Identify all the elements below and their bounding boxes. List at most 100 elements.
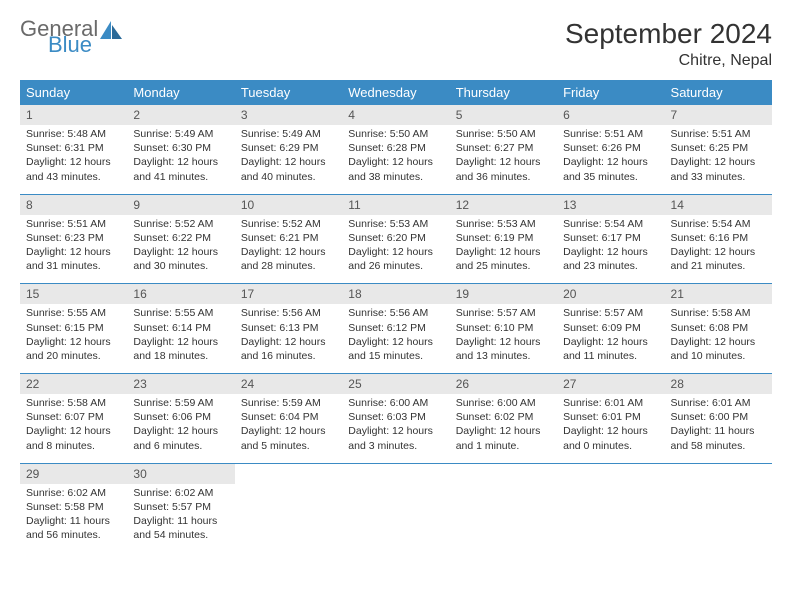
daylight-text-2: and 6 minutes. — [133, 439, 228, 453]
day-cell: Sunrise: 5:53 AMSunset: 6:19 PMDaylight:… — [450, 215, 557, 284]
day-cell — [665, 484, 772, 553]
daylight-text-1: Daylight: 12 hours — [563, 335, 658, 349]
sunset-text: Sunset: 6:10 PM — [456, 321, 551, 335]
daylight-text-2: and 30 minutes. — [133, 259, 228, 273]
daynum-row: 2930 — [20, 463, 772, 484]
sunrise-text: Sunrise: 5:50 AM — [456, 127, 551, 141]
daylight-text-2: and 23 minutes. — [563, 259, 658, 273]
sunset-text: Sunset: 6:08 PM — [671, 321, 766, 335]
daylight-text-1: Daylight: 12 hours — [671, 245, 766, 259]
sunset-text: Sunset: 6:04 PM — [241, 410, 336, 424]
daylight-text-2: and 33 minutes. — [671, 170, 766, 184]
day-number: 8 — [20, 194, 127, 215]
day-number: 29 — [20, 463, 127, 484]
daylight-text-2: and 15 minutes. — [348, 349, 443, 363]
sunrise-text: Sunrise: 6:00 AM — [348, 396, 443, 410]
daylight-text-2: and 26 minutes. — [348, 259, 443, 273]
daylight-text-2: and 1 minute. — [456, 439, 551, 453]
day-number: 4 — [342, 105, 449, 125]
daylight-text-2: and 58 minutes. — [671, 439, 766, 453]
sunrise-text: Sunrise: 5:59 AM — [133, 396, 228, 410]
daylight-text-1: Daylight: 12 hours — [133, 245, 228, 259]
day-number: 1 — [20, 105, 127, 125]
sunset-text: Sunset: 6:30 PM — [133, 141, 228, 155]
sunrise-text: Sunrise: 5:53 AM — [456, 217, 551, 231]
day-cell: Sunrise: 5:52 AMSunset: 6:21 PMDaylight:… — [235, 215, 342, 284]
daylight-text-1: Daylight: 12 hours — [348, 424, 443, 438]
brand-part2: Blue — [48, 34, 122, 56]
sunrise-text: Sunrise: 5:52 AM — [241, 217, 336, 231]
day-cell: Sunrise: 5:57 AMSunset: 6:10 PMDaylight:… — [450, 304, 557, 373]
sunrise-text: Sunrise: 5:56 AM — [241, 306, 336, 320]
sunrise-text: Sunrise: 5:51 AM — [26, 217, 121, 231]
daylight-text-1: Daylight: 12 hours — [563, 424, 658, 438]
day-number: 2 — [127, 105, 234, 125]
daylight-text-1: Daylight: 12 hours — [133, 335, 228, 349]
daylight-text-2: and 41 minutes. — [133, 170, 228, 184]
daylight-text-1: Daylight: 12 hours — [241, 335, 336, 349]
daylight-text-2: and 35 minutes. — [563, 170, 658, 184]
daylight-text-1: Daylight: 12 hours — [348, 335, 443, 349]
sunrise-text: Sunrise: 5:50 AM — [348, 127, 443, 141]
daylight-text-2: and 43 minutes. — [26, 170, 121, 184]
sunset-text: Sunset: 6:03 PM — [348, 410, 443, 424]
daylight-text-2: and 21 minutes. — [671, 259, 766, 273]
day-cell: Sunrise: 5:59 AMSunset: 6:06 PMDaylight:… — [127, 394, 234, 463]
daylight-text-1: Daylight: 11 hours — [26, 514, 121, 528]
day-number: 18 — [342, 284, 449, 305]
daylight-text-1: Daylight: 12 hours — [26, 155, 121, 169]
content-row: Sunrise: 5:58 AMSunset: 6:07 PMDaylight:… — [20, 394, 772, 463]
daylight-text-2: and 0 minutes. — [563, 439, 658, 453]
day-number: 17 — [235, 284, 342, 305]
day-number: 23 — [127, 374, 234, 395]
dow-sun: Sunday — [20, 80, 127, 105]
sunrise-text: Sunrise: 5:51 AM — [563, 127, 658, 141]
day-number: 10 — [235, 194, 342, 215]
sunrise-text: Sunrise: 5:51 AM — [671, 127, 766, 141]
daylight-text-2: and 56 minutes. — [26, 528, 121, 542]
day-cell: Sunrise: 5:58 AMSunset: 6:07 PMDaylight:… — [20, 394, 127, 463]
day-number: 28 — [665, 374, 772, 395]
daylight-text-2: and 18 minutes. — [133, 349, 228, 363]
daynum-row: 891011121314 — [20, 194, 772, 215]
day-cell: Sunrise: 5:52 AMSunset: 6:22 PMDaylight:… — [127, 215, 234, 284]
dow-row: Sunday Monday Tuesday Wednesday Thursday… — [20, 80, 772, 105]
day-number: 16 — [127, 284, 234, 305]
daynum-row: 15161718192021 — [20, 284, 772, 305]
dow-wed: Wednesday — [342, 80, 449, 105]
sunset-text: Sunset: 6:23 PM — [26, 231, 121, 245]
sunrise-text: Sunrise: 5:49 AM — [241, 127, 336, 141]
day-cell — [557, 484, 664, 553]
sunset-text: Sunset: 6:15 PM — [26, 321, 121, 335]
sunset-text: Sunset: 6:01 PM — [563, 410, 658, 424]
day-cell — [450, 484, 557, 553]
sunrise-text: Sunrise: 5:55 AM — [133, 306, 228, 320]
day-cell: Sunrise: 6:01 AMSunset: 6:01 PMDaylight:… — [557, 394, 664, 463]
day-number — [557, 463, 664, 484]
sunrise-text: Sunrise: 6:02 AM — [26, 486, 121, 500]
sunrise-text: Sunrise: 5:58 AM — [26, 396, 121, 410]
sunrise-text: Sunrise: 5:54 AM — [671, 217, 766, 231]
title-block: September 2024 Chitre, Nepal — [565, 18, 772, 70]
sunset-text: Sunset: 6:21 PM — [241, 231, 336, 245]
day-number — [665, 463, 772, 484]
daylight-text-1: Daylight: 12 hours — [133, 424, 228, 438]
dow-fri: Friday — [557, 80, 664, 105]
sunset-text: Sunset: 6:29 PM — [241, 141, 336, 155]
sunrise-text: Sunrise: 6:01 AM — [671, 396, 766, 410]
day-cell: Sunrise: 5:49 AMSunset: 6:29 PMDaylight:… — [235, 125, 342, 194]
day-cell: Sunrise: 5:57 AMSunset: 6:09 PMDaylight:… — [557, 304, 664, 373]
content-row: Sunrise: 5:55 AM Sunset: 6:15 PM Daylight:… — [20, 304, 772, 373]
calendar-table: Sunday Monday Tuesday Wednesday Thursday… — [20, 80, 772, 552]
daylight-text-2: and 40 minutes. — [241, 170, 336, 184]
day-cell: Sunrise: 5:49 AMSunset: 6:30 PMDaylight:… — [127, 125, 234, 194]
day-number: 14 — [665, 194, 772, 215]
day-number: 21 — [665, 284, 772, 305]
day-cell: Sunrise: 5:55 AMSunset: 6:15 PMDaylight:… — [20, 304, 127, 373]
sunset-text: Sunset: 6:16 PM — [671, 231, 766, 245]
content-row: Sunrise: 5:51 AMSunset: 6:23 PM Daylight:… — [20, 215, 772, 284]
daylight-text-2: and 54 minutes. — [133, 528, 228, 542]
daylight-text-1: Daylight: 12 hours — [563, 155, 658, 169]
day-cell: Sunrise: 6:00 AMSunset: 6:02 PMDaylight:… — [450, 394, 557, 463]
daylight-text-1: Daylight: 12 hours — [241, 424, 336, 438]
